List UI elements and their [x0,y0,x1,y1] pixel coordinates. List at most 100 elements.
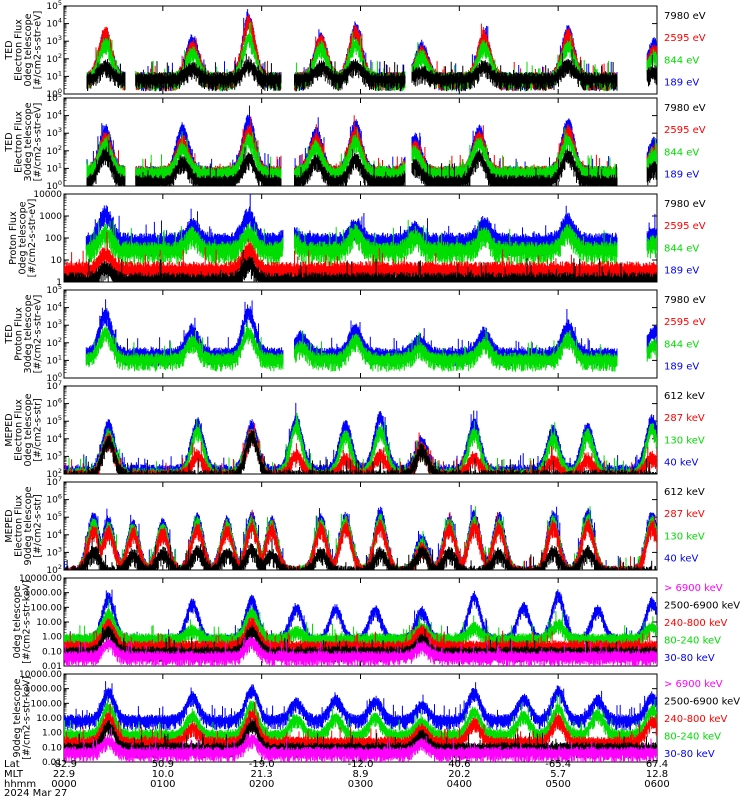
legend-entry: 7980 eV [664,11,706,22]
y-tick-label: 1.00 [42,633,62,643]
x-tick-label-mlt: 20.2 [448,769,470,780]
y-axis-label: [#/cm2-s-str-eV] [27,199,38,278]
y-tick-label: 104 [46,432,62,445]
y-tick-exponent: 1 [58,353,62,361]
y-axis-label: Electron Flux [14,495,25,557]
series-trace [64,702,657,753]
x-axis-row-label: MLT [4,769,24,780]
series-844-ev [85,220,657,266]
legend-entry: 612 keV [664,487,705,498]
y-axis-label: 0deg telescope [23,13,34,86]
legend-entry: 7980 eV [664,199,706,210]
y-tick-label: 105 [46,510,62,523]
series-trace [85,320,657,372]
y-tick-exponent: 6 [58,493,62,501]
legend-entry: 130 keV [664,435,705,446]
series-844-ev [85,320,657,372]
y-tick-label: 0.01 [42,758,62,768]
y-axis-label: Electron Flux [14,399,25,461]
y-axis-label: MEPED [4,413,15,446]
legend-entry: 612 keV [664,391,705,402]
legend-entry: 189 eV [664,77,699,88]
y-tick-exponent: 3 [58,449,62,457]
y-tick-label: 103 [46,34,62,47]
panel-data [64,505,657,570]
y-tick-exponent: 4 [58,301,62,309]
y-tick-exponent: 2 [58,563,62,571]
series-trace [86,140,657,186]
y-tick-exponent: 5 [58,283,62,291]
legend-entry: 30-80 keV [664,653,715,664]
panel-8: 0.01 0.10 1.00 10.00 100.00 1000.00 10000.0090… [12,670,740,768]
series-trace [64,430,657,474]
y-axis-label: [#/cm2-s-str] [33,494,44,557]
x-tick-label-hhmm: 0000 [51,779,76,790]
x-tick-label-mlt: 5.7 [550,769,566,780]
series-trace [86,49,657,92]
y-axis-label: 90deg telescope [12,678,23,757]
y-tick-exponent: 2 [58,336,62,344]
x-tick-label-lat: 40.6 [448,759,470,770]
y-axis-label: [#/cm2-s-str-eV] [33,103,44,182]
y-tick-exponent: 0 [58,371,62,379]
legend-entry: 80-240 keV [664,731,721,742]
x-tick-label-hhmm: 0500 [545,779,570,790]
panel-frame [63,385,658,475]
y-tick-exponent: 5 [58,0,62,7]
y-tick-label: 103 [46,449,62,462]
y-tick-label: 10.00 [36,618,62,628]
x-tick-label-lat: 50.9 [152,759,174,770]
y-tick-exponent: 0 [58,87,62,95]
y-axis-label: TED [4,40,15,60]
y-tick-label: 103 [46,545,62,558]
y-tick-label: 1.00 [42,729,62,739]
y-axis-label: 0deg telescope [12,585,23,658]
legend-entry: 30-80 keV [664,749,715,760]
x-tick-label-mlt: 10.0 [152,769,174,780]
x-axis-row-label: Lat [4,759,20,770]
panel-data [85,299,657,372]
y-tick-label: 101 [46,69,62,82]
legend-entry: 2595 eV [664,33,706,44]
y-tick-label: 105 [46,283,62,296]
y-tick-label: 1000.00 [25,589,62,599]
x-tick-label-mlt: 22.9 [53,769,75,780]
legend-entry: 130 keV [664,531,705,542]
legend-entry: 2500-6900 keV [664,696,740,707]
y-axis-label: TED [4,324,15,344]
series--6900-kev [64,636,657,666]
y-axis-label: [#/cm2-s-str-keV] [22,676,33,760]
y-axis-label: Proton Flux [14,307,25,361]
legend-entry: 844 eV [664,147,699,158]
y-tick-label: 10000.00 [19,574,62,584]
y-tick-label: 101 [46,161,62,174]
x-axis-row-label: hhmm [4,779,36,790]
legend-entry: > 6900 keV [664,679,723,690]
legend-entry: 2595 eV [664,125,706,136]
y-tick-label: 104 [46,109,62,122]
series-trace [64,727,657,762]
x-tick-label-mlt: 12.8 [646,769,668,780]
y-tick-exponent: 2 [58,467,62,475]
y-tick-label: 102 [46,336,62,349]
y-axis-label: 30deg telescope [23,294,34,373]
panel-data [64,402,657,474]
series--6900-kev [64,727,657,762]
y-tick-label: 104 [46,301,62,314]
legend-entry: 844 eV [664,55,699,66]
series-7980-ev [86,49,657,92]
series-7980-ev [86,140,657,186]
y-tick-exponent: 3 [58,34,62,42]
y-tick-exponent: 3 [58,545,62,553]
y-tick-label: 105 [46,414,62,427]
y-tick-exponent: 3 [58,318,62,326]
y-axis-label: Proton Flux [8,211,19,265]
y-tick-exponent: 5 [58,414,62,422]
y-tick-label: 100 [45,234,62,244]
y-axis-label: Electron Flux [14,19,25,81]
y-tick-exponent: 3 [58,126,62,134]
legend-entry: 844 eV [664,339,699,350]
y-tick-exponent: 0 [58,179,62,187]
